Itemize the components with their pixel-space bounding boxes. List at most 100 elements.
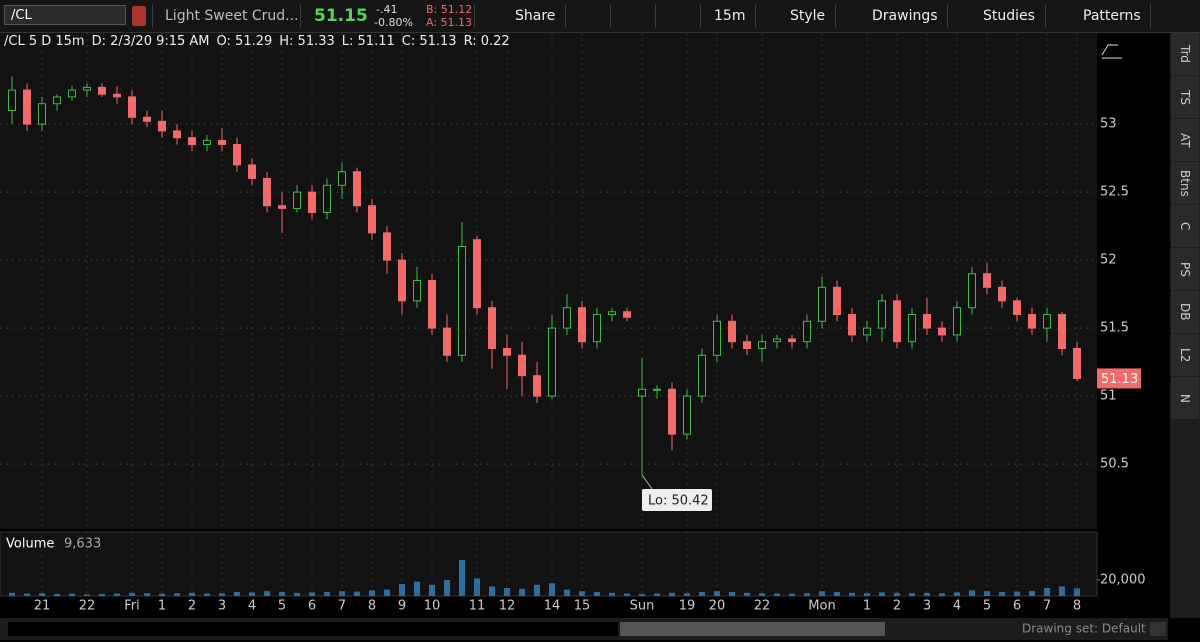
candle-body — [323, 184, 331, 214]
volume-bar — [909, 593, 915, 596]
patterns-button[interactable]: Patterns — [1083, 8, 1141, 24]
side-tab[interactable]: Btns — [1171, 162, 1199, 204]
candle-body — [1073, 347, 1081, 379]
info-item: H: 51.33 — [279, 34, 335, 49]
candle-body — [938, 327, 946, 336]
volume-bar — [1029, 590, 1035, 596]
candle-body — [833, 286, 841, 315]
volume-bar — [789, 593, 795, 596]
drawing-set-toggle[interactable] — [1150, 622, 1166, 636]
volume-bar — [114, 593, 120, 596]
low-label-box — [642, 488, 712, 511]
side-tab[interactable]: AT — [1171, 119, 1199, 161]
sep — [300, 4, 301, 28]
side-tab[interactable]: DB — [1171, 291, 1199, 333]
candle-body — [563, 307, 571, 329]
side-tab[interactable]: L2 — [1171, 334, 1199, 376]
volume-bar — [534, 584, 540, 596]
volume-bar — [99, 594, 105, 596]
x-tick-label: 8 — [1073, 599, 1081, 614]
volume-bar — [429, 584, 435, 596]
candle-body — [428, 280, 436, 329]
candle-body — [143, 116, 151, 122]
volume-bar — [159, 593, 165, 596]
studies-button[interactable]: Studies — [983, 8, 1035, 24]
candle-body — [968, 273, 976, 309]
sep — [565, 4, 566, 28]
sep — [947, 4, 948, 28]
side-tab[interactable]: C — [1171, 205, 1199, 247]
candle-body — [128, 96, 136, 118]
link-icon[interactable] — [132, 6, 146, 26]
volume-bar — [144, 593, 150, 596]
candle-body — [398, 259, 406, 302]
volume-bar — [624, 593, 630, 596]
volume-bar — [444, 580, 450, 596]
toolbar: /CL Light Sweet Crud... 51.15 -.41 -0.80… — [0, 0, 1200, 33]
volume-bar — [744, 592, 750, 596]
side-tab[interactable]: PS — [1171, 248, 1199, 290]
candle-body — [533, 375, 541, 397]
candle-body — [443, 327, 451, 356]
symbol-box[interactable]: /CL — [4, 5, 126, 25]
candle-body — [863, 327, 871, 336]
side-tab[interactable]: Trd — [1171, 33, 1199, 75]
share-button[interactable]: Share — [515, 8, 556, 24]
volume-bar — [309, 592, 315, 596]
candle-body — [548, 327, 556, 397]
style-button[interactable]: Style — [790, 8, 826, 24]
volume-bar — [759, 593, 765, 596]
y-tick-label: 52.5 — [1100, 185, 1129, 200]
x-tick-label: 7 — [1043, 599, 1051, 614]
candle-body — [758, 341, 766, 349]
sep — [474, 4, 475, 28]
volume-bar — [84, 594, 90, 596]
sep — [610, 4, 611, 28]
scroll-thumb[interactable] — [620, 622, 885, 636]
last-price-tag — [1097, 368, 1141, 389]
candle-body — [113, 93, 121, 98]
candle-body — [908, 313, 916, 343]
volume-bar — [204, 593, 210, 596]
volume-bar — [924, 592, 930, 596]
volume-bar — [594, 592, 600, 596]
candle-body — [83, 86, 91, 91]
x-tick-label: 1 — [863, 599, 871, 614]
candle-body — [848, 313, 856, 336]
candle-body — [473, 239, 481, 309]
candle-body — [53, 96, 61, 105]
candle-body — [728, 320, 736, 343]
candle-body — [23, 89, 31, 125]
volume-bar — [504, 588, 510, 596]
volume-bar — [819, 591, 825, 596]
candle-body — [878, 300, 886, 329]
x-tick-label: 2 — [188, 599, 196, 614]
x-tick-label: 5 — [278, 599, 286, 614]
sep — [1045, 4, 1046, 28]
volume-bar — [894, 592, 900, 596]
style-icon[interactable] — [1101, 44, 1122, 59]
candle-body — [1028, 313, 1036, 329]
drawings-button[interactable]: Drawings — [872, 8, 938, 24]
volume-bar — [549, 583, 555, 596]
candle-body — [638, 388, 646, 397]
volume-bar — [639, 594, 645, 596]
x-tick-label: 11 — [469, 599, 486, 614]
sep — [755, 4, 756, 28]
candle-body — [1013, 300, 1021, 315]
volume-bar — [879, 592, 885, 596]
volume-bar — [609, 592, 615, 596]
interval-button[interactable]: 15m — [714, 8, 746, 24]
volume-bar — [24, 593, 30, 596]
side-tab[interactable]: N — [1171, 377, 1199, 419]
volume-title: Volume — [6, 537, 54, 552]
volume-bar — [189, 592, 195, 596]
volume-bar — [699, 592, 705, 596]
volume-bar — [339, 591, 345, 596]
side-tab[interactable]: TS — [1171, 76, 1199, 118]
volume-bar — [39, 593, 45, 596]
candle-body — [158, 120, 166, 132]
drawing-set[interactable]: Drawing set: Default — [1022, 622, 1146, 636]
candle-body — [368, 205, 376, 234]
volume-bar — [1074, 588, 1080, 596]
